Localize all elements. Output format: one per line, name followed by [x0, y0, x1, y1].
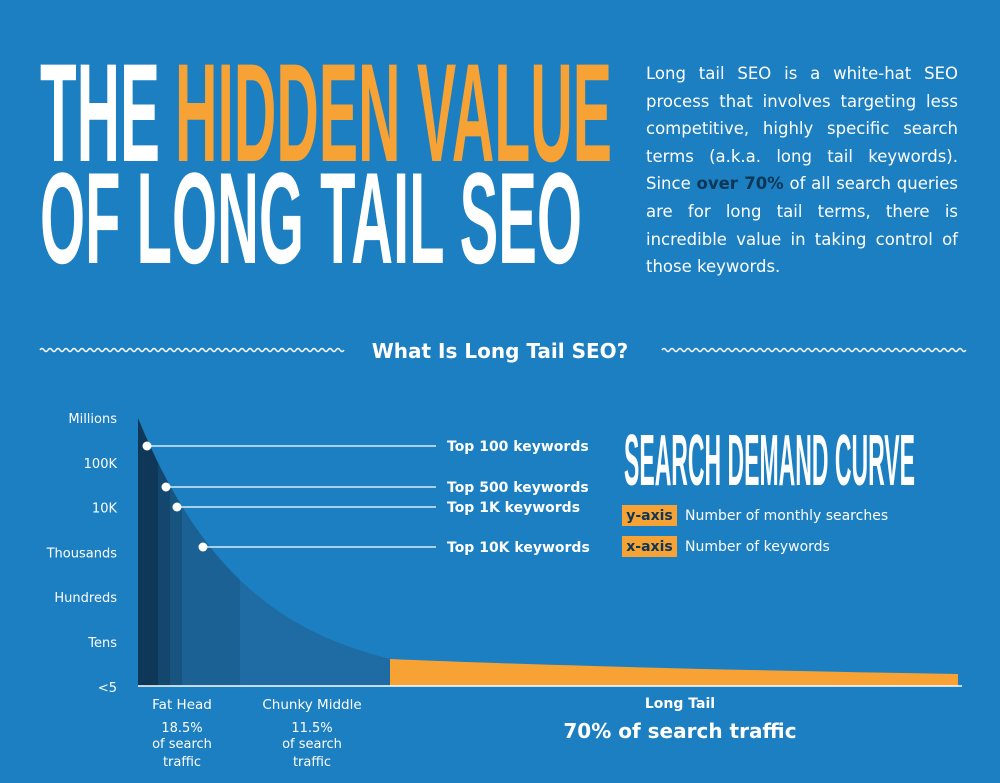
callout-dot	[161, 482, 171, 492]
segment-name: Long Tail	[644, 696, 716, 712]
curve-band	[170, 485, 182, 686]
demand-curve	[138, 418, 958, 686]
legend-text: Number of keywords	[685, 539, 830, 555]
callout-label: Top 10K keywords	[447, 540, 590, 556]
segment-name: Fat Head	[152, 697, 212, 713]
y-label: Hundreds	[54, 591, 117, 606]
callout-label: Top 100 keywords	[447, 439, 589, 455]
callout-dot	[198, 542, 208, 552]
segment-share: 11.5%	[291, 721, 333, 736]
curve-band	[158, 462, 170, 686]
intro: Long tail SEO is a white-hat SEO process…	[646, 60, 958, 281]
segment-note: of search traffic	[152, 737, 212, 770]
legend-key-box	[622, 505, 677, 526]
legend-key-box	[622, 536, 677, 557]
callout-dot	[172, 502, 182, 512]
y-label: <5	[98, 681, 117, 696]
section-title: What Is Long Tail SEO?	[372, 339, 629, 363]
segment: Fat Head 18.5% of search traffic	[127, 697, 237, 772]
legend-key: y-axis	[626, 508, 673, 524]
title: THE	[40, 34, 160, 191]
y-label: Millions	[68, 412, 117, 427]
legend-title: SEARCH DEMAND CURVE	[624, 421, 915, 501]
callout-label: Top 1K keywords	[447, 500, 580, 516]
y-label: Thousands	[46, 546, 118, 561]
y-label: 100K	[84, 457, 118, 472]
curve-band	[138, 418, 158, 686]
intro-highlight: over 70%	[696, 174, 784, 194]
title: HIDDEN VALUE	[175, 34, 612, 191]
curve-band	[240, 579, 390, 686]
y-label: 10K	[92, 502, 118, 517]
title: OF LONG TAIL SEO	[40, 145, 582, 291]
intro-text: Long tail SEO is a white-hat SEO process…	[646, 64, 958, 194]
legend-text: Number of monthly searches	[685, 508, 888, 524]
divider	[661, 347, 967, 353]
long-tail-area	[390, 659, 958, 686]
segment-name: Chunky Middle	[262, 697, 362, 713]
y-label: Tens	[87, 636, 117, 651]
segment: Chunky Middle 11.5% of search traffic	[257, 697, 367, 772]
divider	[39, 347, 345, 353]
curve-band	[182, 506, 240, 686]
callout-dot	[142, 441, 152, 451]
legend-key: x-axis	[626, 539, 672, 555]
segment-share: 18.5%	[161, 721, 203, 736]
segment-note: of search traffic	[282, 737, 342, 770]
intro-text: of all search queries are for long tail …	[646, 174, 958, 277]
callout-label: Top 500 keywords	[447, 480, 589, 496]
segment-share: 70% of search traffic	[563, 719, 797, 743]
